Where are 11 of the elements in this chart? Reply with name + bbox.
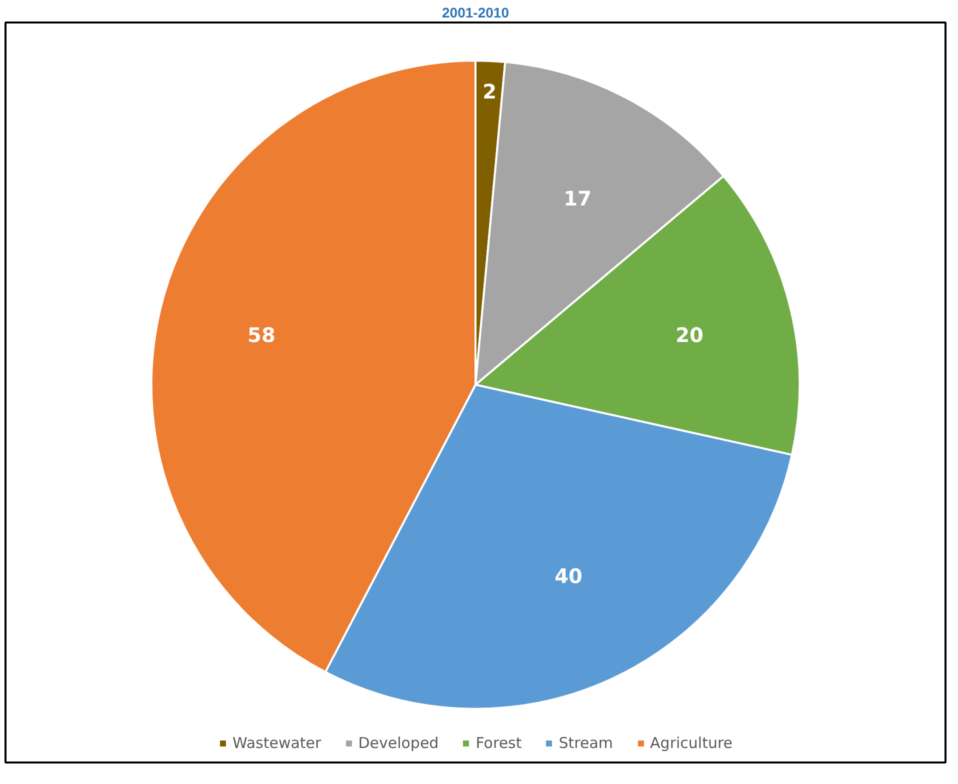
data-label: 58 (248, 323, 276, 348)
legend-label: Stream (558, 734, 614, 752)
data-label: 40 (554, 564, 582, 588)
legend-label: Forest (476, 734, 522, 752)
data-label: 2 (482, 79, 497, 104)
data-label: 17 (564, 186, 592, 211)
legend-label: Wastewater (232, 734, 322, 752)
data-label: 20 (676, 323, 704, 348)
chart-title: 2001-2010 (442, 4, 510, 20)
legend-label: Developed (358, 734, 439, 752)
legend-label: Agriculture (650, 734, 733, 752)
